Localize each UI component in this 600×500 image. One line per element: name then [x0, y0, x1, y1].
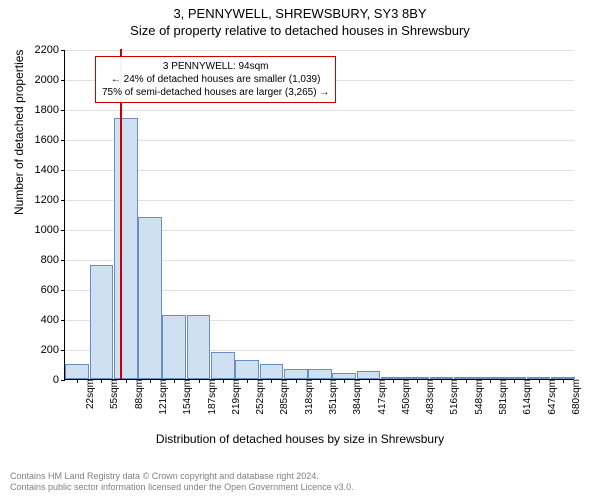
x-tick-label: 187sqm [203, 379, 218, 415]
x-tick-label: 154sqm [178, 379, 193, 415]
y-tick-label: 1600 [19, 134, 65, 146]
x-tick-mark [490, 379, 491, 383]
x-tick-mark [296, 379, 297, 383]
histogram-bar [235, 360, 259, 380]
x-tick-label: 614sqm [518, 379, 533, 415]
x-tick-mark [417, 379, 418, 383]
histogram-bar [138, 217, 162, 379]
x-tick-label: 121sqm [154, 379, 169, 415]
x-tick-label: 680sqm [567, 379, 582, 415]
x-tick-mark [150, 379, 151, 383]
subtitle: Size of property relative to detached ho… [0, 23, 600, 38]
y-tick-label: 800 [19, 254, 65, 266]
x-tick-label: 351sqm [324, 379, 339, 415]
x-tick-label: 516sqm [445, 379, 460, 415]
address-title: 3, PENNYWELL, SHREWSBURY, SY3 8BY [0, 6, 600, 21]
histogram-bar [162, 315, 186, 380]
x-tick-mark [174, 379, 175, 383]
x-tick-mark [77, 379, 78, 383]
annotation-box: 3 PENNYWELL: 94sqm ← 24% of detached hou… [95, 56, 336, 103]
x-tick-label: 450sqm [397, 379, 412, 415]
annotation-line3: 75% of semi-detached houses are larger (… [102, 86, 329, 99]
y-tick-label: 2000 [19, 74, 65, 86]
annotation-line2: ← 24% of detached houses are smaller (1,… [102, 73, 329, 86]
histogram-bar [211, 352, 235, 379]
x-tick-label: 88sqm [130, 379, 145, 409]
histogram-bar [90, 265, 114, 379]
x-tick-label: 22sqm [81, 379, 96, 409]
x-tick-mark [344, 379, 345, 383]
annotation-line1: 3 PENNYWELL: 94sqm [102, 60, 329, 73]
x-tick-label: 318sqm [300, 379, 315, 415]
y-tick-label: 0 [19, 374, 65, 386]
x-tick-mark [320, 379, 321, 383]
x-tick-label: 384sqm [348, 379, 363, 415]
x-axis-label: Distribution of detached houses by size … [0, 432, 600, 446]
x-tick-mark [223, 379, 224, 383]
histogram-plot: 0200400600800100012001400160018002000220… [64, 50, 574, 380]
x-tick-mark [539, 379, 540, 383]
footer-attribution: Contains HM Land Registry data © Crown c… [10, 471, 354, 494]
x-tick-mark [441, 379, 442, 383]
x-tick-mark [247, 379, 248, 383]
x-tick-label: 581sqm [494, 379, 509, 415]
x-tick-mark [393, 379, 394, 383]
gridline [65, 200, 574, 201]
x-tick-label: 483sqm [421, 379, 436, 415]
x-tick-label: 252sqm [251, 379, 266, 415]
y-tick-label: 2200 [19, 44, 65, 56]
chart-header: 3, PENNYWELL, SHREWSBURY, SY3 8BY Size o… [0, 0, 600, 38]
x-tick-mark [514, 379, 515, 383]
gridline [65, 140, 574, 141]
x-tick-label: 219sqm [227, 379, 242, 415]
x-tick-mark [101, 379, 102, 383]
y-tick-label: 200 [19, 344, 65, 356]
x-tick-label: 647sqm [543, 379, 558, 415]
x-tick-label: 55sqm [105, 379, 120, 409]
y-tick-label: 600 [19, 284, 65, 296]
x-tick-mark [466, 379, 467, 383]
y-tick-label: 1000 [19, 224, 65, 236]
y-tick-label: 400 [19, 314, 65, 326]
histogram-bar [308, 369, 332, 379]
x-tick-mark [199, 379, 200, 383]
x-tick-mark [369, 379, 370, 383]
histogram-bar [65, 364, 89, 379]
gridline [65, 50, 574, 51]
gridline [65, 170, 574, 171]
x-tick-mark [563, 379, 564, 383]
x-tick-mark [126, 379, 127, 383]
footer-line2: Contains public sector information licen… [10, 482, 354, 494]
y-tick-label: 1200 [19, 194, 65, 206]
x-tick-label: 548sqm [470, 379, 485, 415]
x-tick-label: 417sqm [373, 379, 388, 415]
histogram-bar [187, 315, 211, 380]
gridline [65, 110, 574, 111]
y-tick-label: 1800 [19, 104, 65, 116]
y-tick-label: 1400 [19, 164, 65, 176]
histogram-bar [357, 371, 381, 379]
histogram-bar [284, 369, 308, 380]
x-tick-mark [271, 379, 272, 383]
histogram-bar [114, 118, 138, 379]
footer-line1: Contains HM Land Registry data © Crown c… [10, 471, 354, 483]
histogram-bar [260, 364, 284, 379]
x-tick-label: 285sqm [275, 379, 290, 415]
